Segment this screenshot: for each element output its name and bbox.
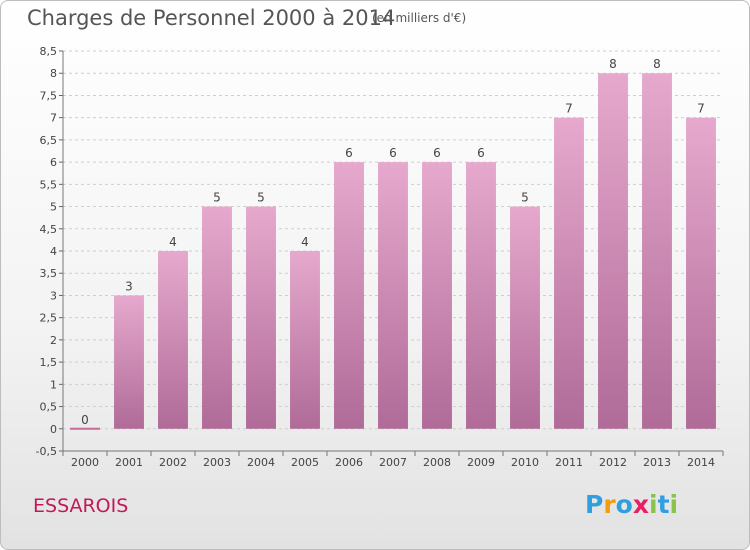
y-tick-label: 2,5	[40, 312, 58, 325]
data-label: 7	[565, 102, 573, 116]
x-tick-label: 2004	[247, 456, 275, 469]
bar	[114, 295, 144, 429]
data-label: 3	[125, 279, 133, 293]
x-tick-label: 2011	[555, 456, 583, 469]
x-tick-label: 2000	[71, 456, 99, 469]
y-tick-label: 6	[50, 156, 57, 169]
proxiti-logo: Proxiti	[585, 490, 678, 519]
bar	[510, 206, 540, 429]
data-label: 8	[609, 57, 617, 71]
x-tick-label: 2008	[423, 456, 451, 469]
y-tick-label: 0,5	[40, 401, 58, 414]
y-tick-label: 7,5	[40, 89, 58, 102]
bar	[334, 162, 364, 429]
data-label: 7	[697, 102, 705, 116]
y-tick-label: -0,5	[36, 445, 57, 458]
commune-name: ESSAROIS	[33, 495, 129, 517]
x-tick-label: 2006	[335, 456, 363, 469]
data-label: 6	[345, 146, 353, 160]
x-tick-label: 2007	[379, 456, 407, 469]
x-tick-label: 2001	[115, 456, 143, 469]
data-label: 8	[653, 57, 661, 71]
y-tick-label: 7	[50, 112, 57, 125]
bar	[422, 162, 452, 429]
x-tick-label: 2003	[203, 456, 231, 469]
logo-letter: r	[603, 490, 616, 519]
data-label: 5	[257, 191, 265, 205]
x-tick-label: 2010	[511, 456, 539, 469]
data-label: 6	[389, 146, 397, 160]
logo-letter: t	[657, 490, 670, 519]
y-tick-label: 5	[50, 201, 57, 214]
bar	[598, 73, 628, 429]
x-tick-label: 2012	[599, 456, 627, 469]
x-tick-label: 2009	[467, 456, 495, 469]
bar	[686, 117, 716, 429]
logo-letter: x	[632, 490, 649, 519]
logo-letter: o	[615, 490, 633, 519]
logo-letter: P	[585, 490, 604, 519]
bar	[202, 206, 232, 429]
bar	[158, 251, 188, 429]
data-label: 5	[213, 191, 221, 205]
bar	[378, 162, 408, 429]
data-label: 4	[169, 235, 177, 249]
y-tick-label: 1,5	[40, 356, 58, 369]
y-tick-label: 3,5	[40, 267, 58, 280]
bar	[290, 251, 320, 429]
y-tick-label: 0	[50, 423, 57, 436]
y-tick-label: 5,5	[40, 178, 58, 191]
chart-subtitle: (en milliers d'€)	[372, 11, 467, 25]
y-tick-label: 3	[50, 289, 57, 302]
data-label: 6	[477, 146, 485, 160]
y-tick-label: 1	[50, 378, 57, 391]
bar	[466, 162, 496, 429]
data-label: 5	[521, 191, 529, 205]
y-tick-label: 4	[50, 245, 57, 258]
y-tick-label: 6,5	[40, 134, 58, 147]
y-tick-label: 8	[50, 67, 57, 80]
data-label: 4	[301, 235, 309, 249]
y-tick-label: 4,5	[40, 223, 58, 236]
chart-title: Charges de Personnel 2000 à 2014	[27, 6, 396, 30]
data-label: 6	[433, 146, 441, 160]
bar	[642, 73, 672, 429]
bar	[246, 206, 276, 429]
y-tick-label: 2	[50, 334, 57, 347]
y-tick-label: 8,5	[40, 45, 58, 58]
x-tick-label: 2005	[291, 456, 319, 469]
x-tick-label: 2013	[643, 456, 671, 469]
x-tick-label: 2014	[687, 456, 715, 469]
data-label: 0	[81, 413, 89, 427]
bar	[554, 117, 584, 429]
logo-letter: i	[649, 490, 658, 519]
x-tick-label: 2002	[159, 456, 187, 469]
logo-letter: i	[669, 490, 679, 519]
